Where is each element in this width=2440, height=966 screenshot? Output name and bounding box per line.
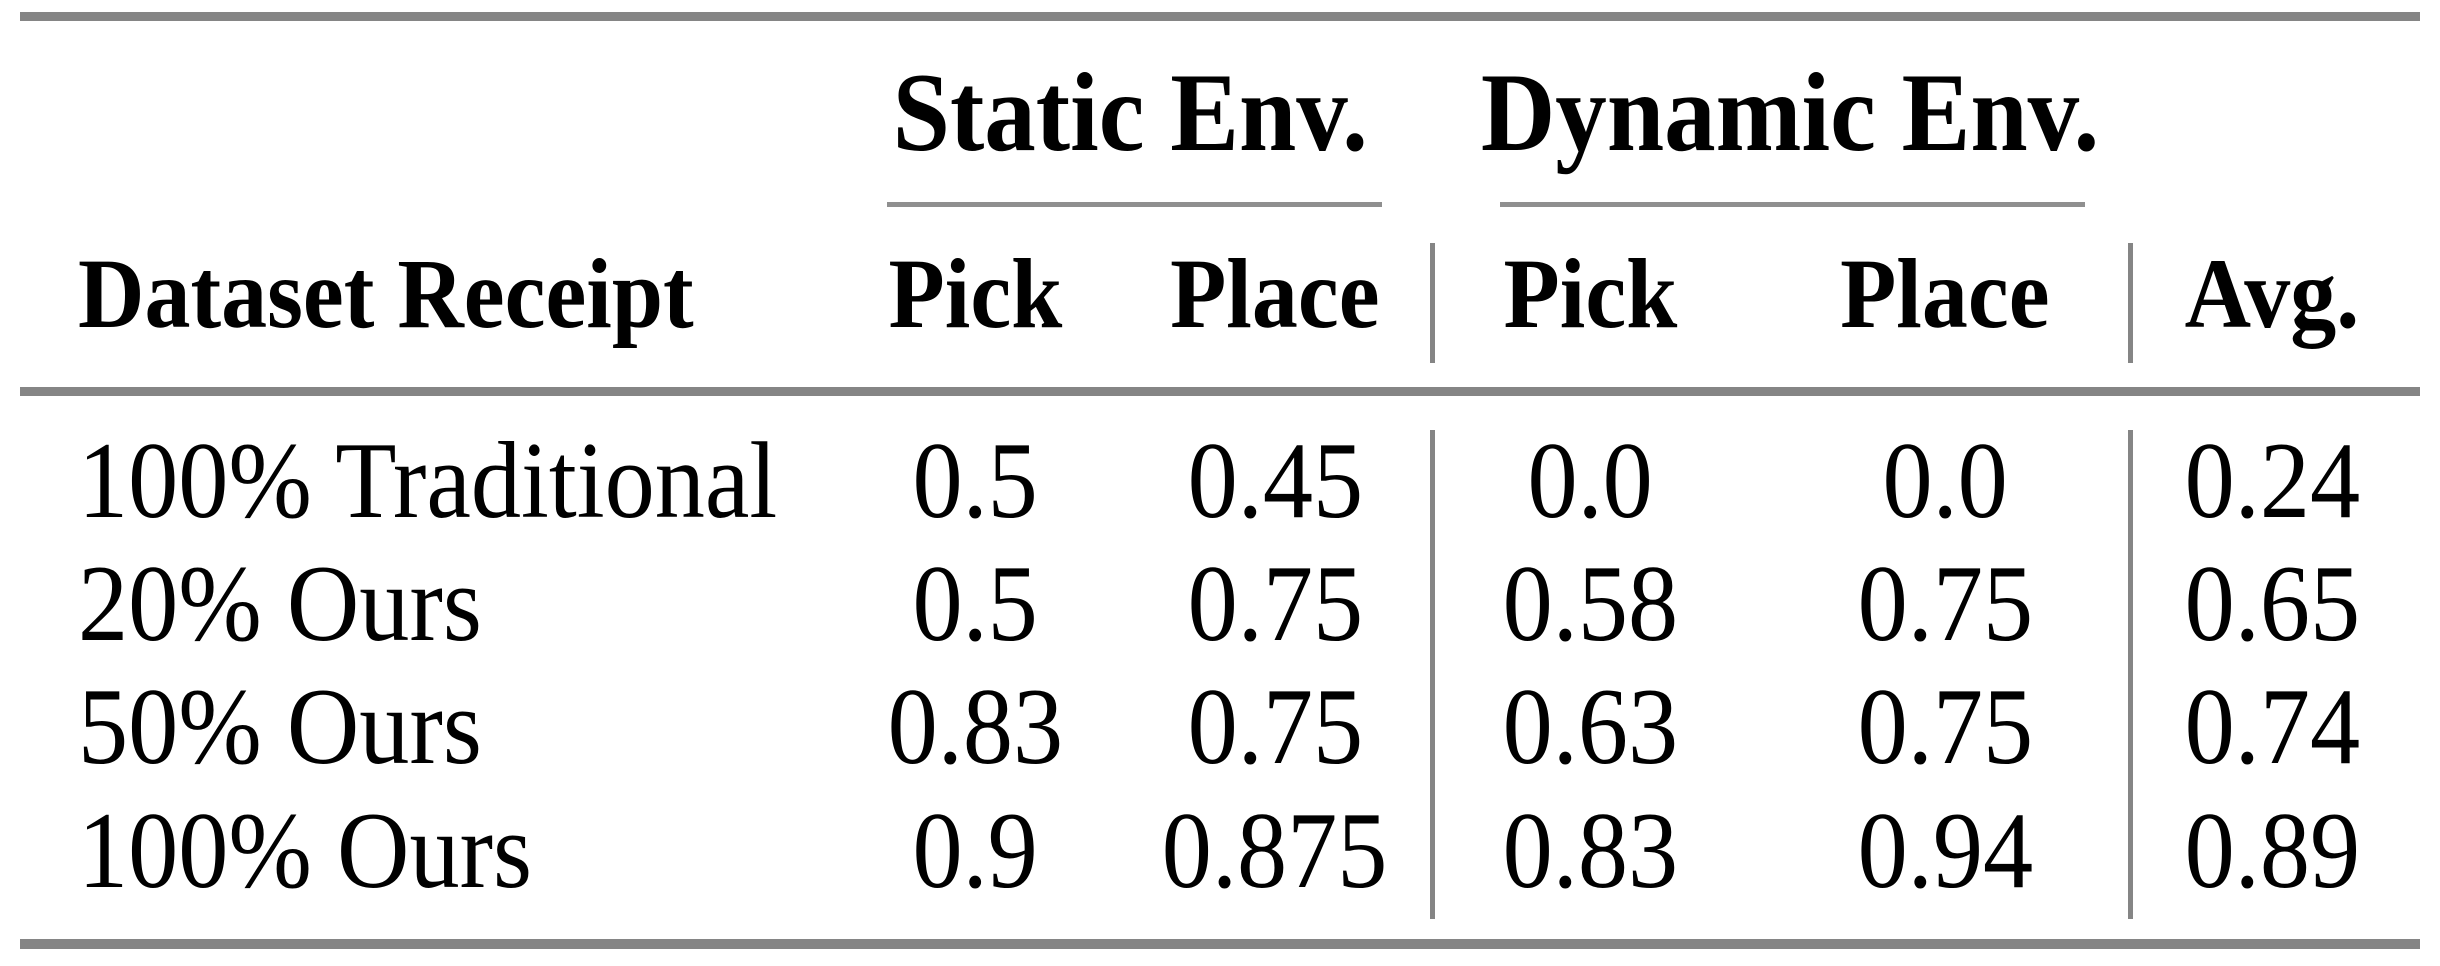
table-cell: 0.0: [1527, 420, 1653, 541]
table-cell: 0.75: [1187, 543, 1363, 664]
column-group-static-env: Static Env.: [730, 57, 1530, 169]
table-cell: 0.9: [912, 790, 1038, 911]
table-bottom-rule: [20, 939, 2420, 949]
column-header-static-place: Place: [1170, 238, 1380, 349]
dynamic-env-underline: [1500, 202, 2085, 207]
table-cell: 0.45: [1187, 420, 1363, 541]
table-cell: 0.24: [2184, 420, 2360, 541]
row-label: 100% Traditional: [78, 420, 778, 541]
table-cell: 0.74: [2184, 666, 2360, 787]
table-top-rule: [20, 12, 2420, 21]
table-header-rule: [20, 387, 2420, 396]
table-cell: 0.94: [1857, 790, 2033, 911]
column-group-dynamic-env: Dynamic Env.: [1390, 57, 2190, 169]
row-label: 20% Ours: [78, 543, 482, 664]
table-cell: 0.5: [912, 420, 1038, 541]
table-cell: 0.58: [1502, 543, 1678, 664]
column-header-dataset-receipt: Dataset Receipt: [78, 238, 694, 349]
table-cell: 0.63: [1502, 666, 1678, 787]
table-cell: 0.83: [887, 666, 1063, 787]
row-label: 50% Ours: [78, 666, 482, 787]
vertical-separator-2-header: [2128, 243, 2133, 363]
table-cell: 0.5: [912, 543, 1038, 664]
table-cell: 0.875: [1162, 790, 1388, 911]
vertical-separator-2-body: [2128, 430, 2133, 919]
table-cell: 0.75: [1857, 666, 2033, 787]
static-env-underline: [887, 202, 1382, 207]
column-header-avg: Avg.: [2184, 238, 2360, 349]
column-group-label: Dynamic Env.: [1480, 51, 2100, 175]
column-header-static-pick: Pick: [888, 238, 1062, 349]
table-cell: 0.65: [2184, 543, 2360, 664]
column-header-dynamic-place: Place: [1840, 238, 2050, 349]
row-label: 100% Ours: [78, 790, 533, 911]
column-header-dynamic-pick: Pick: [1503, 238, 1677, 349]
table-cell: 0.89: [2184, 790, 2360, 911]
table-cell: 0.75: [1187, 666, 1363, 787]
table-cell: 0.0: [1882, 420, 2008, 541]
vertical-separator-1-body: [1430, 430, 1435, 919]
table-cell: 0.83: [1502, 790, 1678, 911]
column-group-label: Static Env.: [892, 51, 1368, 175]
table-cell: 0.75: [1857, 543, 2033, 664]
vertical-separator-1-header: [1430, 243, 1435, 363]
